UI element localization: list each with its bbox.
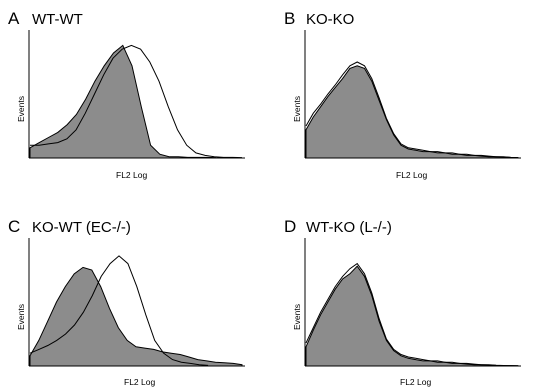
panel-c-letter: C (8, 217, 20, 236)
panel-b-filled-histogram (305, 65, 519, 159)
panel-a-plot (29, 44, 243, 159)
panel-a: A WT-WT Events FL2 Log (8, 9, 245, 180)
panel-b-letter: B (284, 9, 295, 28)
panel-d-plot (305, 262, 519, 367)
panel-b: B KO-KO Events FL2 Log (284, 9, 521, 180)
panel-b-plot (305, 61, 519, 159)
panel-b-line-histogram (305, 61, 519, 159)
panel-c-xlabel: FL2 Log (124, 377, 155, 387)
panel-d-title: WT-KO (L-/-) (306, 219, 392, 236)
panel-d-ylabel: Events (292, 304, 302, 330)
panel-d-filled-histogram (305, 265, 519, 367)
panel-a-filled-histogram (29, 44, 216, 159)
panel-b-ylabel: Events (292, 96, 302, 122)
panel-d-letter: D (284, 217, 296, 236)
panel-a-letter: A (8, 9, 20, 28)
panel-b-title: KO-KO (306, 11, 354, 28)
panel-c-ylabel: Events (16, 304, 26, 330)
panel-c-filled-histogram (29, 266, 243, 367)
panel-c-title: KO-WT (EC-/-) (32, 219, 131, 236)
panel-a-xlabel: FL2 Log (116, 170, 147, 180)
panel-c-line-histogram (29, 255, 209, 366)
panel-a-line-histogram (30, 44, 243, 159)
panel-d-line-histogram (305, 262, 519, 367)
panel-a-ylabel: Events (16, 96, 26, 122)
panel-a-title: WT-WT (32, 11, 83, 28)
panel-d: D WT-KO (L-/-) Events FL2 Log (284, 217, 521, 387)
panel-d-xlabel: FL2 Log (400, 377, 431, 387)
panel-c: C KO-WT (EC-/-) Events FL2 Log (8, 217, 245, 387)
panel-c-plot (29, 255, 243, 367)
panel-b-xlabel: FL2 Log (396, 170, 427, 180)
